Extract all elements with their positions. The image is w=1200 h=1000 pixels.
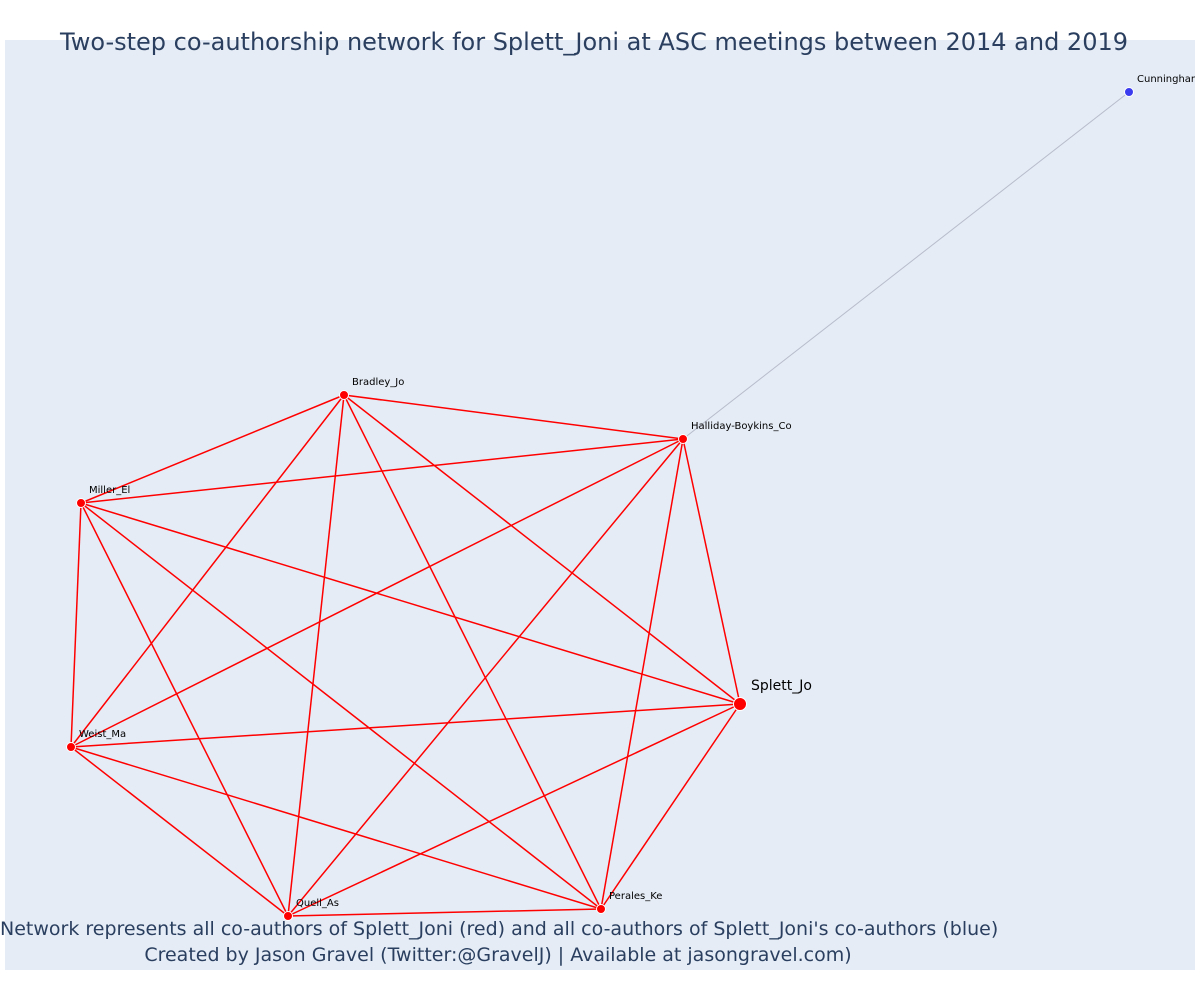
edge-splett-halliday (682, 438, 741, 705)
node-marker-splett[interactable] (733, 697, 747, 711)
edge-splett-miller (80, 502, 741, 705)
node-quell[interactable]: Quell_As (283, 898, 339, 921)
edge-halliday-quell (287, 438, 684, 917)
edge-halliday-miller (80, 438, 684, 504)
node-label-quell: Quell_As (296, 898, 339, 909)
edge-halliday-perales (600, 438, 684, 910)
edge-halliday-weist (70, 438, 684, 748)
edge-bradley-perales (343, 394, 602, 910)
edges-layer (70, 91, 1130, 917)
edge-quell-perales (287, 908, 602, 917)
nodes-layer: Splett_Jo Bradley_Jo Halliday-Boykins_Co Mi… (66, 74, 1200, 921)
edge-splett-quell (287, 703, 741, 917)
node-halliday[interactable]: Halliday-Boykins_Co (678, 421, 792, 444)
edge-weist-quell (70, 746, 289, 917)
chart-title: Two-step co-authorship network for Splet… (60, 28, 1129, 56)
edge-bradley-halliday (343, 394, 684, 440)
edge-splett-weist (70, 703, 741, 748)
edge-miller-weist (70, 502, 82, 748)
node-cunningham[interactable]: Cunningham (1124, 74, 1200, 97)
node-label-weist: Weist_Ma (79, 729, 126, 740)
node-label-bradley: Bradley_Jo (352, 377, 404, 388)
node-marker-halliday[interactable] (678, 434, 688, 444)
edge-splett-bradley (343, 394, 741, 705)
edge-bradley-quell (287, 394, 345, 917)
node-label-miller: Miller_El (89, 485, 130, 496)
node-marker-perales[interactable] (596, 904, 606, 914)
node-label-splett: Splett_Jo (751, 678, 812, 694)
edge-miller-perales (80, 502, 602, 910)
edge-splett-perales (600, 703, 741, 910)
node-weist[interactable]: Weist_Ma (66, 729, 127, 752)
node-label-perales: Perales_Ke (609, 891, 662, 902)
node-splett[interactable]: Splett_Jo (733, 678, 812, 711)
node-bradley[interactable]: Bradley_Jo (339, 377, 405, 400)
node-marker-quell[interactable] (283, 911, 293, 921)
caption-line-1: Network represents all co-authors of Spl… (0, 918, 999, 940)
edge-bradley-miller (80, 394, 345, 504)
node-label-halliday: Halliday-Boykins_Co (691, 421, 792, 432)
node-label-cunningham: Cunningham (1137, 74, 1200, 85)
node-miller[interactable]: Miller_El (76, 485, 131, 508)
node-marker-miller[interactable] (76, 498, 86, 508)
node-marker-cunningham[interactable] (1124, 87, 1134, 97)
edge-miller-quell (80, 502, 289, 917)
caption-line-2: Created by Jason Gravel (Twitter:@Gravel… (144, 944, 852, 966)
node-marker-bradley[interactable] (339, 390, 349, 400)
edge-bradley-weist (70, 394, 345, 748)
node-perales[interactable]: Perales_Ke (596, 891, 663, 914)
edge-weist-perales (70, 746, 602, 910)
edge-halliday-cunningham (682, 91, 1130, 440)
node-marker-weist[interactable] (66, 742, 76, 752)
